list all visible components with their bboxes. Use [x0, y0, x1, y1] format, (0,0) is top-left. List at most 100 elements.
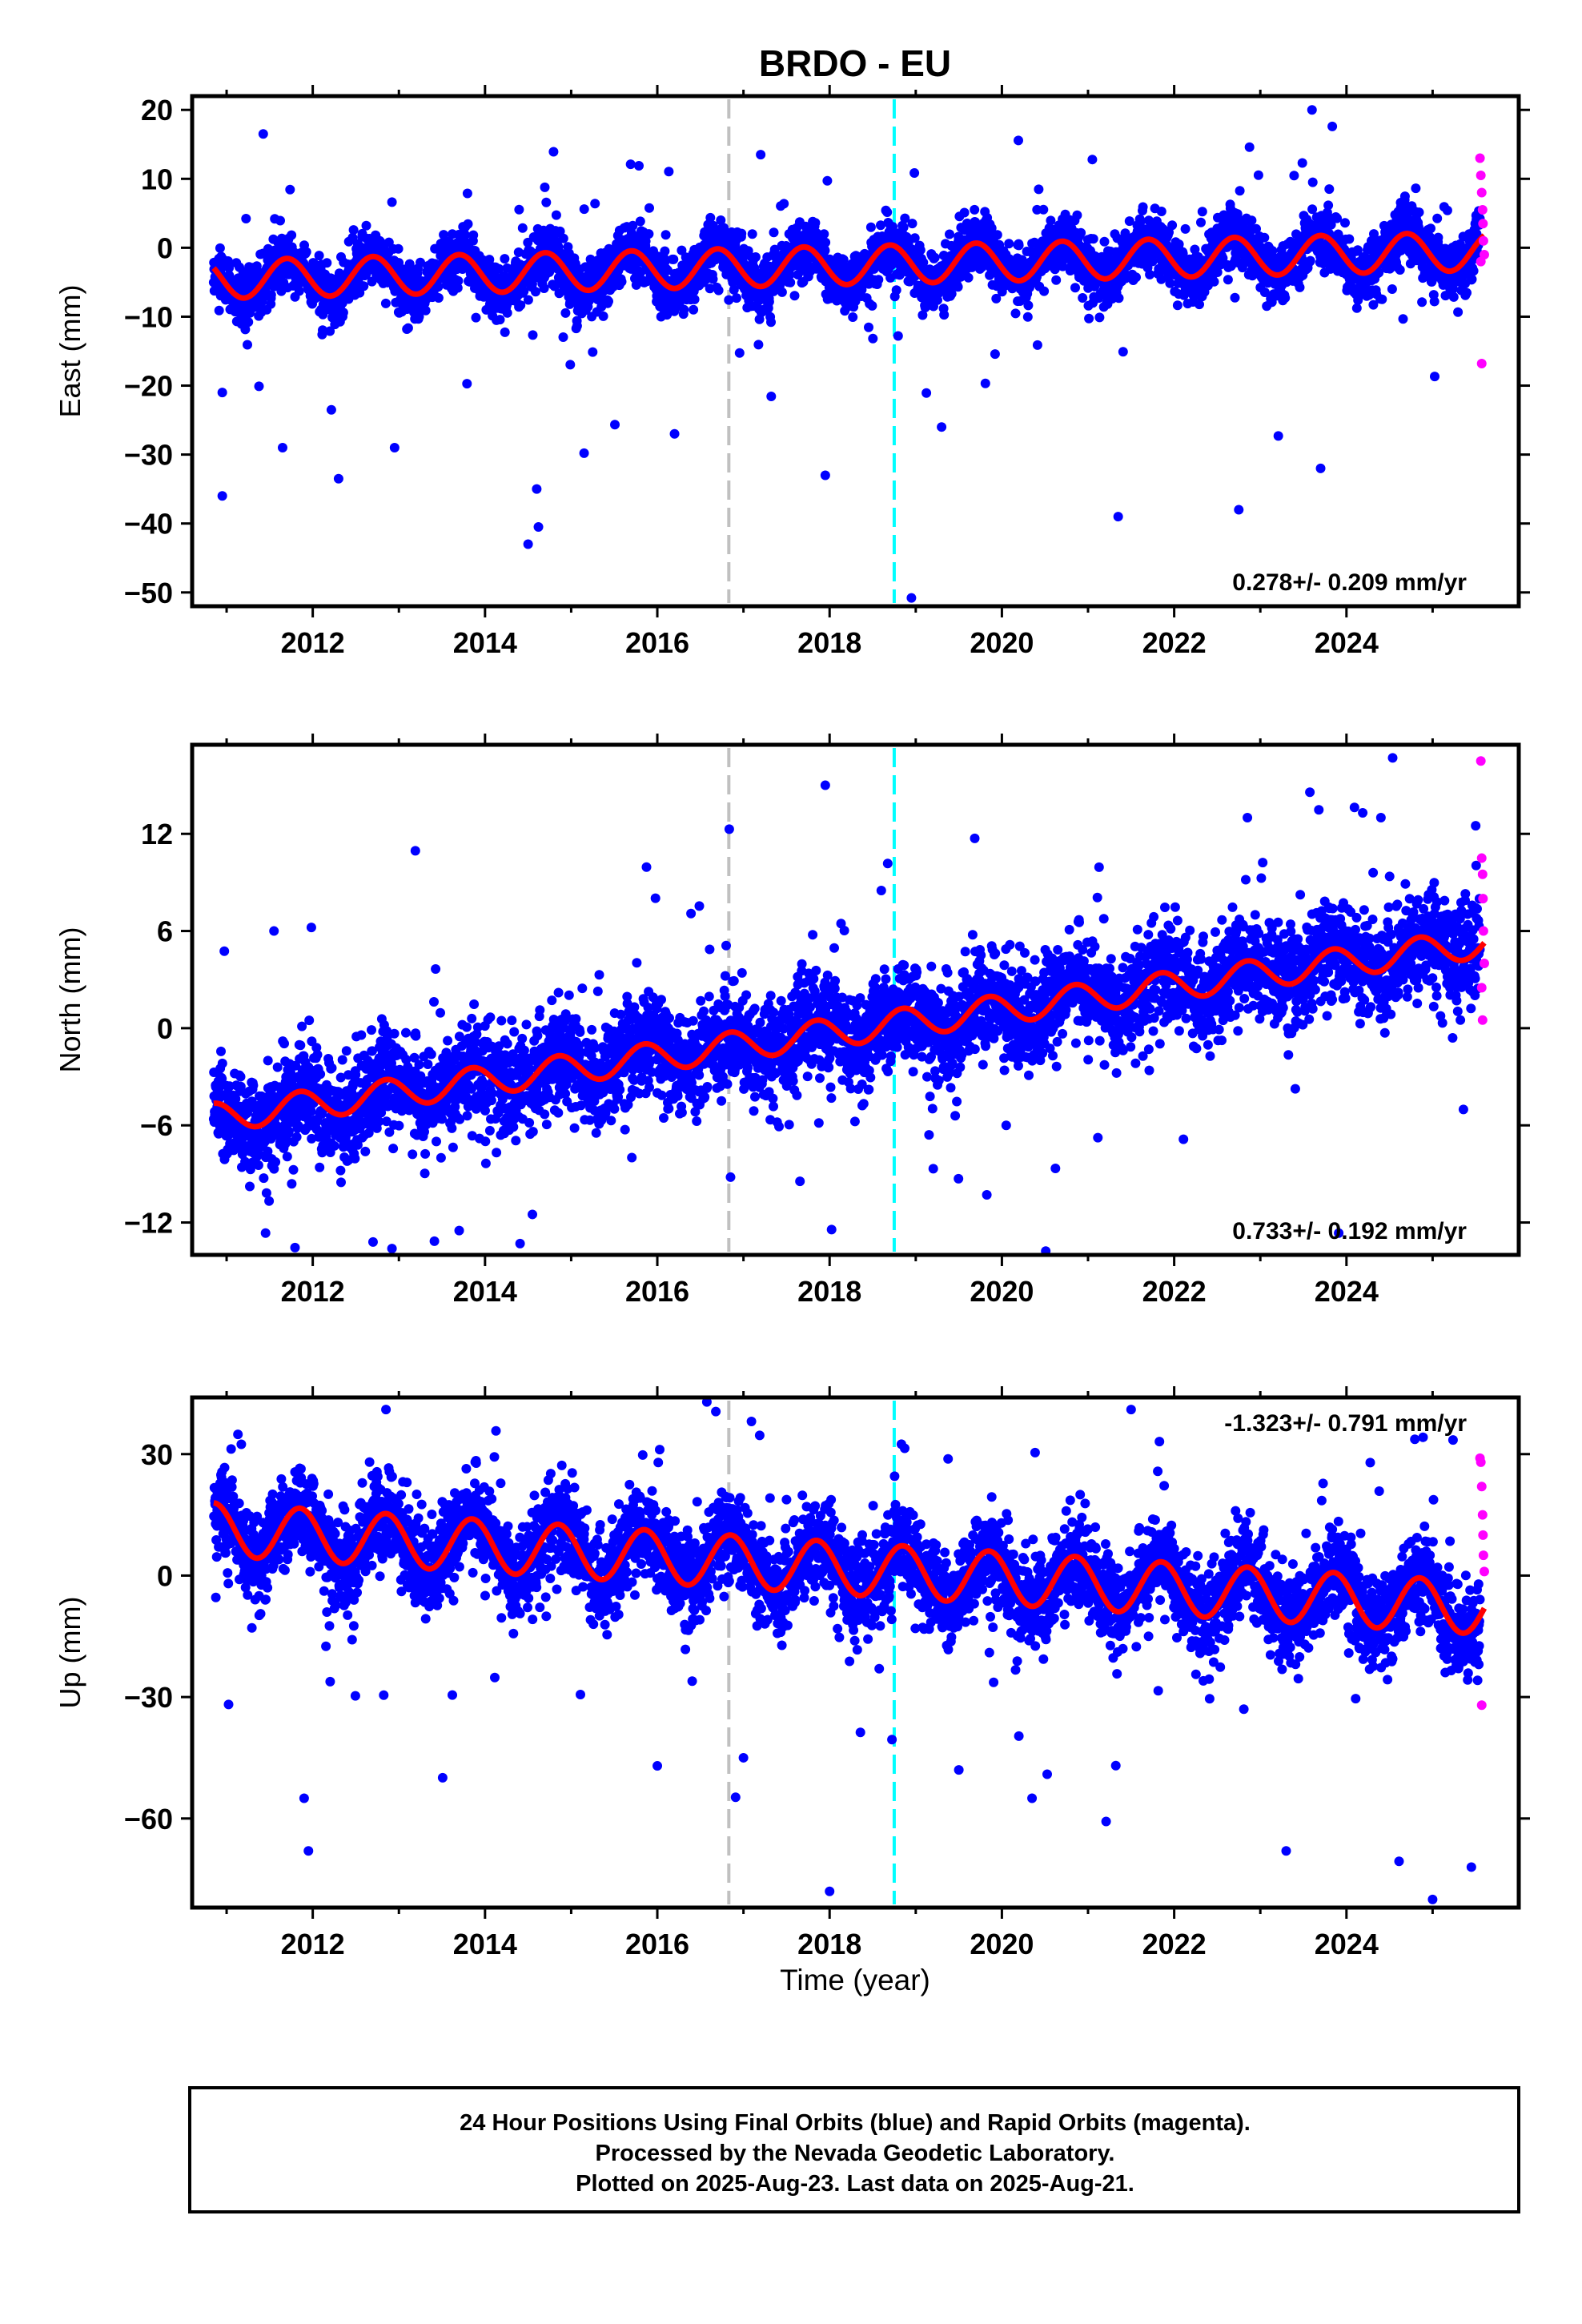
data-point [1297, 158, 1307, 168]
data-point [737, 228, 747, 239]
outlier-point [1307, 105, 1317, 115]
data-point [254, 381, 264, 392]
data-point [1247, 215, 1257, 226]
data-point [1426, 223, 1435, 234]
y-tick-label: 10 [141, 163, 173, 195]
data-point [1072, 210, 1082, 220]
data-point [625, 159, 636, 170]
data-point [243, 340, 252, 350]
data-point [810, 218, 821, 228]
data-point [214, 305, 224, 316]
data-point [531, 287, 540, 297]
data-point [326, 404, 336, 415]
data-point [1230, 292, 1240, 303]
y-tick-label: −40 [124, 508, 173, 541]
data-point [785, 277, 796, 287]
data-point [893, 331, 903, 341]
data-point [240, 324, 251, 335]
rapid-orbit-point [1478, 235, 1488, 246]
data-point [1014, 135, 1023, 146]
outlier-point [389, 443, 400, 453]
data-point [604, 296, 613, 307]
data-point [215, 243, 225, 253]
data-point [301, 247, 311, 257]
plot-frame [190, 94, 1521, 609]
y-tick-label: −20 [124, 370, 173, 403]
data-point [1273, 431, 1283, 441]
data-point [1196, 217, 1206, 227]
data-point [713, 285, 724, 296]
data-point [1259, 232, 1270, 243]
data-point [1099, 236, 1110, 247]
data-point [616, 276, 627, 287]
data-point [1429, 296, 1439, 307]
data-point [1468, 266, 1479, 276]
data-point [517, 223, 528, 233]
final-orbit-points [208, 105, 1485, 603]
rapid-orbit-point [1476, 358, 1487, 368]
data-point [338, 308, 348, 318]
data-point [314, 251, 324, 261]
data-point [598, 311, 608, 321]
outlier-point [523, 539, 533, 549]
data-point [766, 317, 776, 328]
data-point [420, 305, 431, 316]
data-point [1084, 313, 1094, 324]
data-point [1430, 372, 1439, 382]
data-point [1307, 177, 1318, 187]
data-point [322, 258, 332, 268]
data-point [1039, 286, 1050, 296]
data-point [241, 214, 251, 223]
rapid-orbit-point [1476, 256, 1486, 267]
data-point [644, 203, 654, 213]
y-tick-label: −50 [124, 577, 173, 609]
data-point [588, 347, 598, 357]
data-point [275, 215, 285, 226]
data-point [820, 245, 830, 255]
data-point [294, 286, 304, 296]
outlier-point [669, 428, 680, 439]
data-point [689, 294, 700, 304]
data-point [661, 230, 671, 240]
data-point [1462, 287, 1472, 298]
data-point [819, 229, 829, 239]
data-point [495, 315, 505, 325]
outlier-point [579, 448, 589, 458]
data-point [705, 212, 716, 223]
data-point [325, 326, 335, 336]
data-point [359, 281, 369, 292]
data-point [1172, 300, 1182, 311]
rapid-orbit-point [1477, 205, 1488, 215]
data-point [1004, 239, 1014, 249]
data-point [404, 259, 415, 269]
data-point [1131, 272, 1141, 283]
data-point [514, 204, 524, 215]
chart-title: BRDO - EU [759, 42, 951, 84]
data-point [1046, 215, 1056, 226]
data-point [963, 272, 974, 283]
data-point [636, 267, 646, 278]
data-point [494, 263, 504, 274]
data-point [1070, 283, 1080, 293]
rapid-orbit-point [1476, 170, 1486, 180]
rapid-orbit-point [1478, 219, 1488, 229]
data-point [930, 252, 940, 263]
data-point [403, 323, 413, 333]
rapid-orbit-point [1476, 187, 1487, 198]
data-point [1034, 184, 1044, 195]
data-point [1253, 170, 1263, 180]
data-point [644, 229, 654, 239]
data-point [708, 274, 718, 284]
data-point [452, 283, 463, 293]
data-point [463, 219, 473, 229]
data-point [628, 220, 638, 231]
data-point [882, 207, 893, 217]
data-point [789, 291, 800, 301]
data-point [468, 230, 479, 240]
data-point [1399, 191, 1410, 202]
x-tick-label: 2024 [1315, 626, 1379, 659]
data-point [516, 300, 526, 311]
data-point [750, 252, 761, 262]
data-point [223, 256, 233, 266]
data-point [361, 220, 371, 231]
